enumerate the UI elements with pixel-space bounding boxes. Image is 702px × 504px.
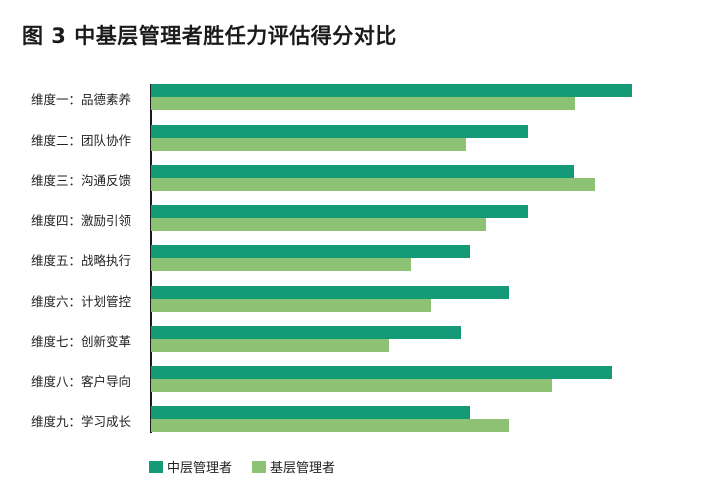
chart-title: 图 3 中基层管理者胜任力评估得分对比	[22, 24, 397, 48]
chart-row: 维度九：学习成长	[0, 406, 702, 433]
chart-row: 维度三：沟通反馈	[0, 164, 702, 191]
bar-middle-manager	[151, 84, 632, 98]
chart-row: 维度一：品德素养	[0, 84, 702, 111]
chart-row: 维度六：计划管控	[0, 285, 702, 312]
bar-base-manager	[151, 137, 466, 151]
category-label: 维度七：创新变革	[30, 333, 131, 349]
category-label: 维度四：激励引领	[30, 213, 131, 229]
bar-base-manager	[151, 218, 486, 232]
bar-base-manager	[151, 97, 575, 111]
legend-item-base: 基层管理者	[252, 457, 335, 476]
legend-swatch-base	[252, 460, 267, 473]
chart-row: 维度八：客户导向	[0, 366, 702, 393]
category-label: 维度九：学习成长	[30, 414, 131, 430]
bar-base-manager	[151, 338, 389, 352]
bar-middle-manager	[151, 325, 461, 339]
chart-row: 维度七：创新变革	[0, 325, 702, 352]
bar-middle-manager	[151, 124, 528, 138]
category-label: 维度五：战略执行	[30, 253, 131, 269]
legend: 中层管理者 基层管理者	[149, 457, 355, 476]
category-label: 维度八：客户导向	[30, 374, 131, 390]
bar-base-manager	[151, 177, 595, 191]
legend-swatch-middle	[149, 460, 163, 473]
bar-middle-manager	[151, 164, 574, 178]
bar-base-manager	[151, 379, 552, 393]
category-label: 维度六：计划管控	[30, 293, 131, 309]
bar-base-manager	[151, 419, 509, 433]
chart-row: 维度五：战略执行	[0, 245, 702, 272]
bar-middle-manager	[151, 285, 509, 299]
bar-middle-manager	[151, 366, 612, 380]
y-axis-line	[150, 84, 152, 433]
bar-middle-manager	[151, 205, 528, 219]
bar-base-manager	[151, 258, 411, 272]
legend-label-middle: 中层管理者	[167, 461, 233, 476]
bar-middle-manager	[151, 245, 470, 259]
category-label: 维度一：品德素养	[30, 92, 131, 108]
bar-base-manager	[151, 298, 431, 312]
category-label: 维度三：沟通反馈	[30, 172, 131, 188]
chart-row: 维度四：激励引领	[0, 205, 702, 232]
legend-label-base: 基层管理者	[270, 461, 336, 476]
bar-middle-manager	[151, 406, 470, 420]
category-label: 维度二：团队协作	[30, 132, 131, 148]
legend-item-middle: 中层管理者	[149, 457, 232, 476]
chart-row: 维度二：团队协作	[0, 124, 702, 151]
